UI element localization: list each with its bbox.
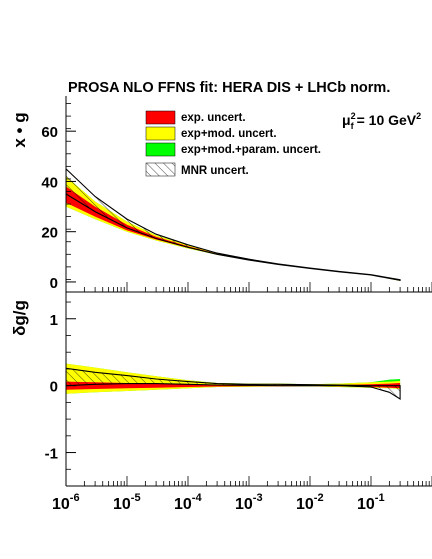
top-y-tick-label: 0 xyxy=(50,275,58,292)
x-tick-labels: 10-6 10-5 10-4 10-3 10-2 10-1 xyxy=(52,492,385,513)
top-y-ticks: 0 20 40 60 xyxy=(41,103,76,293)
x-tick-label: 10-2 xyxy=(296,492,324,513)
legend-entry-exp: exp. uncert. xyxy=(145,110,246,125)
bottom-y-axis-label: δg/g xyxy=(10,300,29,336)
top-y-tick-label: 60 xyxy=(41,124,58,141)
bottom-band-mnr-uncert xyxy=(66,367,401,400)
legend-swatch-exp-mod-param xyxy=(145,142,176,157)
legend: exp. uncert. exp+mod. uncert. exp+mod.+p… xyxy=(145,110,321,177)
top-y-tick-label: 40 xyxy=(41,174,58,191)
legend-label-mnr: MNR uncert. xyxy=(181,165,249,177)
bottom-y-tick-label: -1 xyxy=(45,446,58,463)
legend-swatch-exp xyxy=(145,110,176,125)
x-tick-label: 10-4 xyxy=(174,492,202,513)
x-tick-label: 10-3 xyxy=(235,492,263,513)
bottom-bands xyxy=(66,363,401,400)
legend-entry-exp-mod: exp+mod. uncert. xyxy=(145,126,277,141)
chart-title: PROSA NLO FFNS fit: HERA DIS + LHCb norm… xyxy=(68,80,390,96)
legend-entry-mnr: MNR uncert. xyxy=(145,162,249,177)
top-panel: 0 20 40 60 exp. uncert. exp+mod. uncert. ex… xyxy=(41,96,432,293)
bottom-x-ticks xyxy=(65,476,432,486)
top-band-exp-uncert xyxy=(66,186,401,281)
x-tick-label: 10-1 xyxy=(357,492,385,513)
bottom-y-tick-label: 1 xyxy=(50,312,58,329)
top-band-mnr-uncert xyxy=(66,168,401,282)
bottom-panel: -1 0 1 10-6 10-5 10-4 10-3 10-2 10-1 xyxy=(45,292,432,513)
top-bands xyxy=(66,168,401,282)
top-y-axis-label: x • g xyxy=(10,112,29,147)
legend-swatch-exp-mod xyxy=(145,126,176,141)
scale-annotation: μ2 f = 10 GeV2 xyxy=(342,111,421,131)
top-band-exp-mod-uncert xyxy=(66,176,401,281)
legend-label-exp-mod: exp+mod. uncert. xyxy=(181,128,277,140)
bottom-y-tick-label: 0 xyxy=(50,379,58,396)
legend-label-exp: exp. uncert. xyxy=(181,112,246,124)
legend-entry-exp-mod-param: exp+mod.+param. uncert. xyxy=(145,142,321,157)
legend-swatch-mnr xyxy=(145,162,176,177)
bottom-y-ticks: -1 0 1 xyxy=(45,301,76,487)
top-y-tick-label: 20 xyxy=(41,225,58,242)
x-tick-label: 10-6 xyxy=(52,492,80,513)
top-band-exp-mod-param-uncert xyxy=(66,176,401,281)
x-tick-label: 10-5 xyxy=(113,492,141,513)
top-x-ticks xyxy=(65,282,432,292)
legend-label-exp-mod-param: exp+mod.+param. uncert. xyxy=(181,144,321,156)
